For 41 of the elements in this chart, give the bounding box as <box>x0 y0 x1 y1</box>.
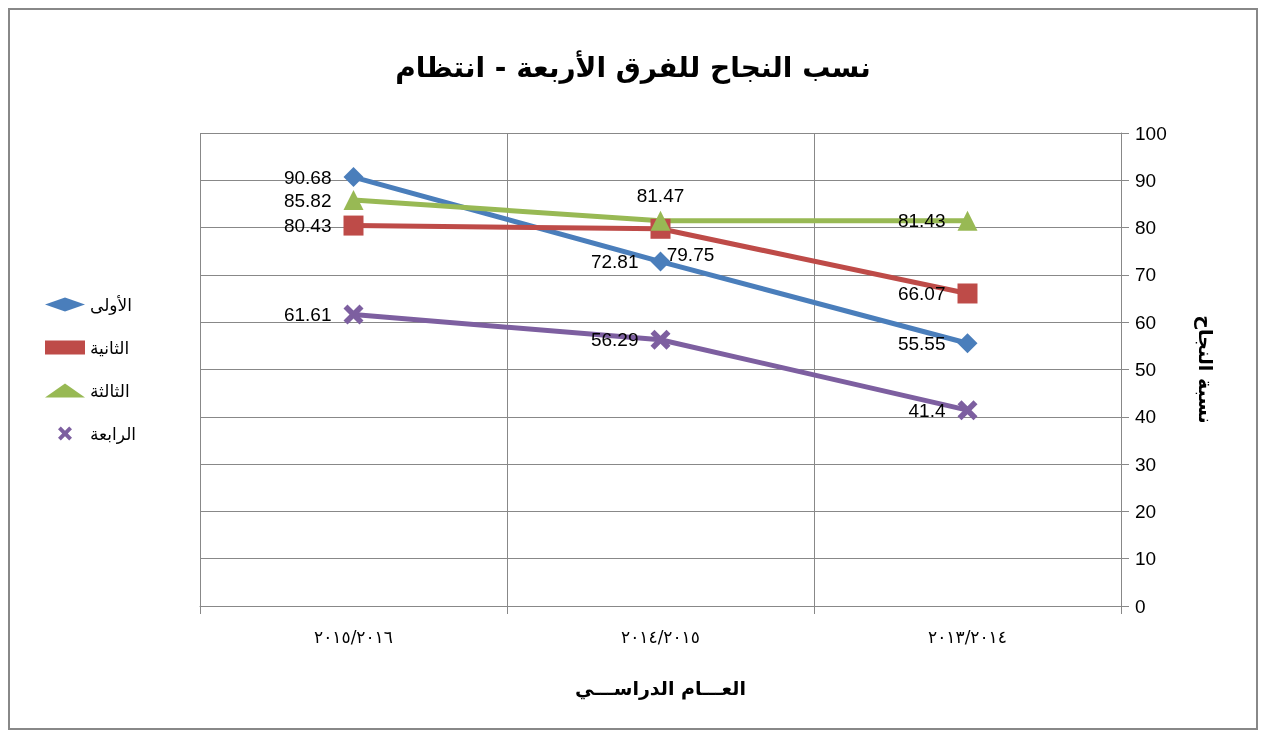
data-label: 66.07 <box>897 282 946 304</box>
y-tick-label: 40 <box>1135 406 1157 428</box>
data-label: 41.4 <box>908 399 946 421</box>
point <box>343 167 364 188</box>
data-label: 79.75 <box>666 243 715 265</box>
data-label: 81.47 <box>636 184 685 206</box>
legend-label: الأولى <box>90 294 132 315</box>
point <box>343 215 364 236</box>
x-tick-label: ٢٠١٤/٢٠١٥ <box>621 626 700 647</box>
x-tick-label: ٢٠١٥/٢٠١٦ <box>314 626 393 647</box>
y-tick-label: 100 <box>1135 122 1167 144</box>
legend-label: الثالثة <box>90 380 130 401</box>
point <box>957 210 978 231</box>
y-tick-label: 90 <box>1135 169 1157 191</box>
data-label: 80.43 <box>283 215 332 237</box>
x-axis-title: العـــام الدراســـي <box>575 676 746 700</box>
legend-label: الثانية <box>90 337 130 358</box>
x-tick-label: ٢٠١٣/٢٠١٤ <box>928 626 1007 647</box>
legend-label: الرابعة <box>90 423 137 444</box>
chart-title: نسب النجاح للفرق الأربعة - انتظام <box>395 49 871 84</box>
y-tick-label: 60 <box>1135 311 1157 333</box>
point <box>343 304 364 325</box>
y-axis-title: نسبة النجاح <box>1193 315 1217 424</box>
y-tick-label: 30 <box>1135 453 1157 475</box>
y-tick-label: 0 <box>1135 595 1146 617</box>
point <box>343 190 364 211</box>
y-tick-label: 70 <box>1135 264 1157 286</box>
point <box>650 210 671 231</box>
point <box>957 333 978 354</box>
data-label: 55.55 <box>897 332 946 354</box>
y-tick-label: 50 <box>1135 359 1157 380</box>
data-label: 72.81 <box>590 251 639 273</box>
point <box>957 283 978 304</box>
y-tick-label: 10 <box>1135 548 1157 570</box>
y-tick-label: 80 <box>1135 217 1157 239</box>
point <box>957 400 978 421</box>
data-label: 85.82 <box>283 189 332 211</box>
data-label: 90.68 <box>283 166 332 188</box>
y-tick-label: 20 <box>1135 500 1157 522</box>
data-label: 61.61 <box>283 304 332 326</box>
point <box>650 329 671 350</box>
